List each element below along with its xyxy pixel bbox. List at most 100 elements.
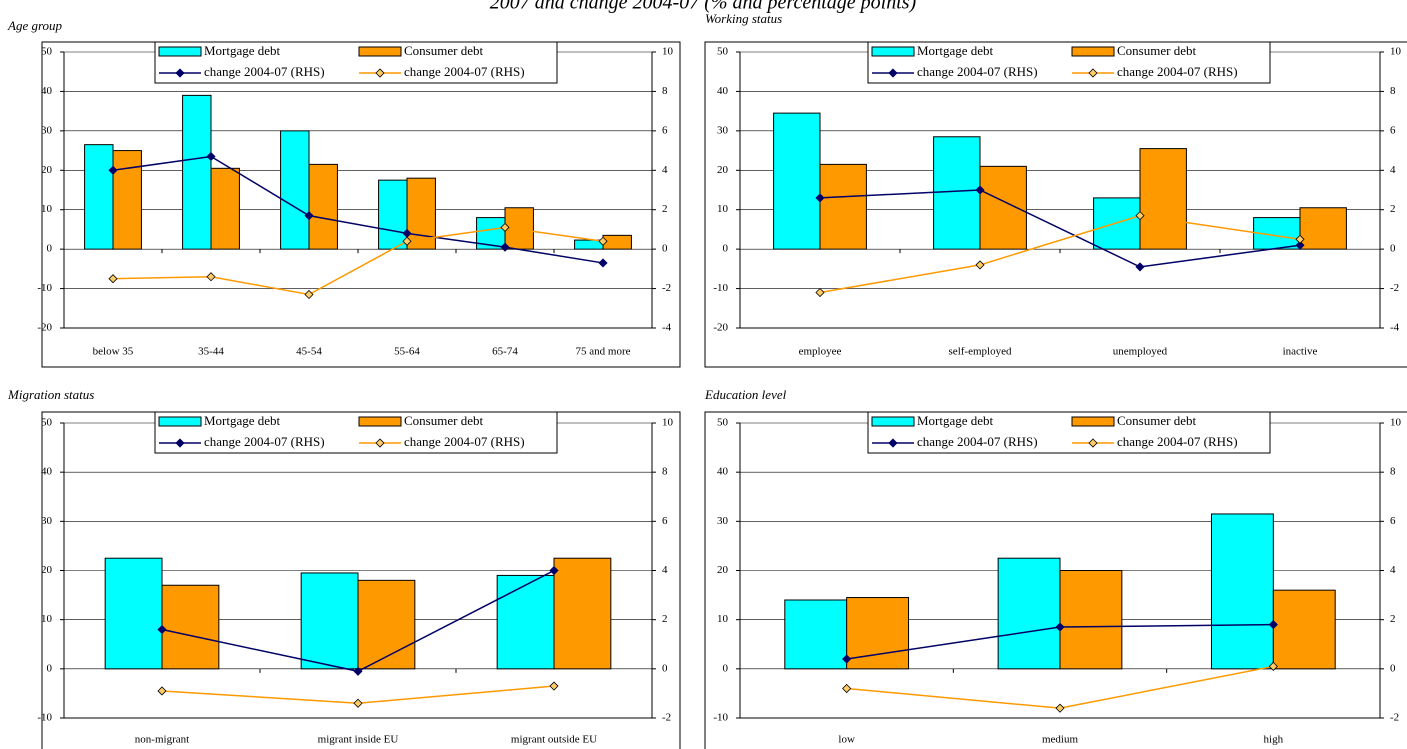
line-marker <box>1268 620 1278 630</box>
legend-marker <box>375 68 385 78</box>
bar <box>979 165 1027 250</box>
y-tick-label: 10 <box>717 613 729 625</box>
line-marker <box>353 666 363 676</box>
bar <box>1299 207 1347 250</box>
legend-label: Consumer debt <box>1117 413 1196 428</box>
y-tick-label: -20 <box>37 322 52 334</box>
line-marker <box>1055 622 1065 632</box>
line-marker <box>842 683 852 694</box>
y2-tick-label: 4 <box>662 164 668 176</box>
y-tick-label: 30 <box>41 124 53 136</box>
line-marker <box>549 565 559 576</box>
bar <box>300 572 359 670</box>
y2-tick-label: 6 <box>662 124 668 136</box>
legend-marker <box>1088 438 1098 448</box>
y2-tick-label: -4 <box>1390 322 1400 334</box>
bar <box>773 112 821 250</box>
y2-tick-label: 10 <box>662 46 674 58</box>
y2-tick-label: 4 <box>1390 164 1396 176</box>
y2-tick-label: -4 <box>662 322 672 334</box>
legend-label: Consumer debt <box>404 43 483 58</box>
line <box>819 214 1301 294</box>
y-tick-label: 50 <box>717 417 729 429</box>
line-marker <box>402 236 412 246</box>
bar <box>933 136 981 250</box>
y-tick-label: 20 <box>717 164 729 176</box>
line-marker <box>1295 240 1305 250</box>
bar <box>602 234 632 250</box>
bar <box>1139 148 1187 250</box>
line-marker <box>500 242 510 252</box>
legend-swatch <box>871 416 915 427</box>
x-tick-label: unemployed <box>1113 346 1168 358</box>
line-marker <box>1135 262 1145 272</box>
bar <box>308 163 338 250</box>
legend-box <box>867 41 1271 84</box>
y-tick-label: 50 <box>717 46 729 58</box>
y-tick-label: 40 <box>41 466 53 478</box>
x-tick-label: non-migrant <box>135 734 189 746</box>
x-tick-label: migrant outside EU <box>511 734 597 746</box>
legend-box <box>154 41 558 84</box>
bar <box>104 557 163 670</box>
x-tick-label: 35-44 <box>198 346 224 358</box>
legend-box <box>867 411 1271 454</box>
legend-label: Consumer debt <box>1117 43 1196 58</box>
y-tick-label: -10 <box>37 712 52 724</box>
x-tick-label: low <box>838 734 855 746</box>
y2-tick-label: 0 <box>1390 662 1396 674</box>
y2-tick-label: 10 <box>662 417 674 429</box>
y-tick-label: 0 <box>723 662 729 674</box>
line-marker <box>206 272 216 282</box>
y2-tick-label: 2 <box>662 203 668 215</box>
line-marker <box>815 193 825 203</box>
y2-tick-label: 6 <box>1390 124 1396 136</box>
y2-tick-label: 0 <box>1390 243 1396 255</box>
y2-tick-label: -2 <box>1390 282 1399 294</box>
bar <box>496 574 555 670</box>
bar <box>378 179 408 250</box>
bar <box>210 167 240 250</box>
line <box>112 226 604 296</box>
y-tick-label: 40 <box>717 85 729 97</box>
panel-frame <box>41 41 681 368</box>
y2-tick-label: -2 <box>662 282 671 294</box>
legend-swatch <box>1071 46 1115 57</box>
y2-tick-label: -2 <box>662 712 671 724</box>
legend-marker <box>375 438 385 448</box>
line-marker <box>157 624 167 635</box>
bar <box>1059 570 1123 670</box>
bar <box>357 579 416 670</box>
legend-label: Mortgage debt <box>917 413 994 428</box>
y2-tick-label: 10 <box>1390 46 1402 58</box>
legend-label: Consumer debt <box>404 413 483 428</box>
x-tick-label: inactive <box>1283 346 1318 358</box>
line-marker <box>1135 211 1145 221</box>
legend-swatch <box>871 46 915 57</box>
y-tick-label: 50 <box>41 417 53 429</box>
y2-tick-label: 10 <box>1390 417 1402 429</box>
y-tick-label: 40 <box>717 466 729 478</box>
y-tick-label: -10 <box>713 712 728 724</box>
panel-title: Age group <box>7 18 63 33</box>
line-marker <box>815 287 825 298</box>
y2-tick-label: 6 <box>1390 515 1396 527</box>
y2-tick-label: 2 <box>1390 613 1396 625</box>
y-tick-label: 30 <box>41 515 53 527</box>
bar <box>784 599 848 670</box>
y-tick-label: 10 <box>41 613 53 625</box>
legend-marker <box>175 68 185 78</box>
line-marker <box>500 222 510 233</box>
bar <box>84 144 114 250</box>
y-tick-label: 20 <box>717 564 729 576</box>
y2-tick-label: 8 <box>662 466 668 478</box>
y-tick-label: 40 <box>41 85 53 97</box>
bar <box>280 130 310 250</box>
y2-tick-label: 0 <box>662 662 668 674</box>
line-marker <box>304 211 314 221</box>
bar <box>553 557 612 670</box>
legend-label: change 2004-07 (RHS) <box>1117 64 1238 79</box>
line <box>819 189 1301 268</box>
